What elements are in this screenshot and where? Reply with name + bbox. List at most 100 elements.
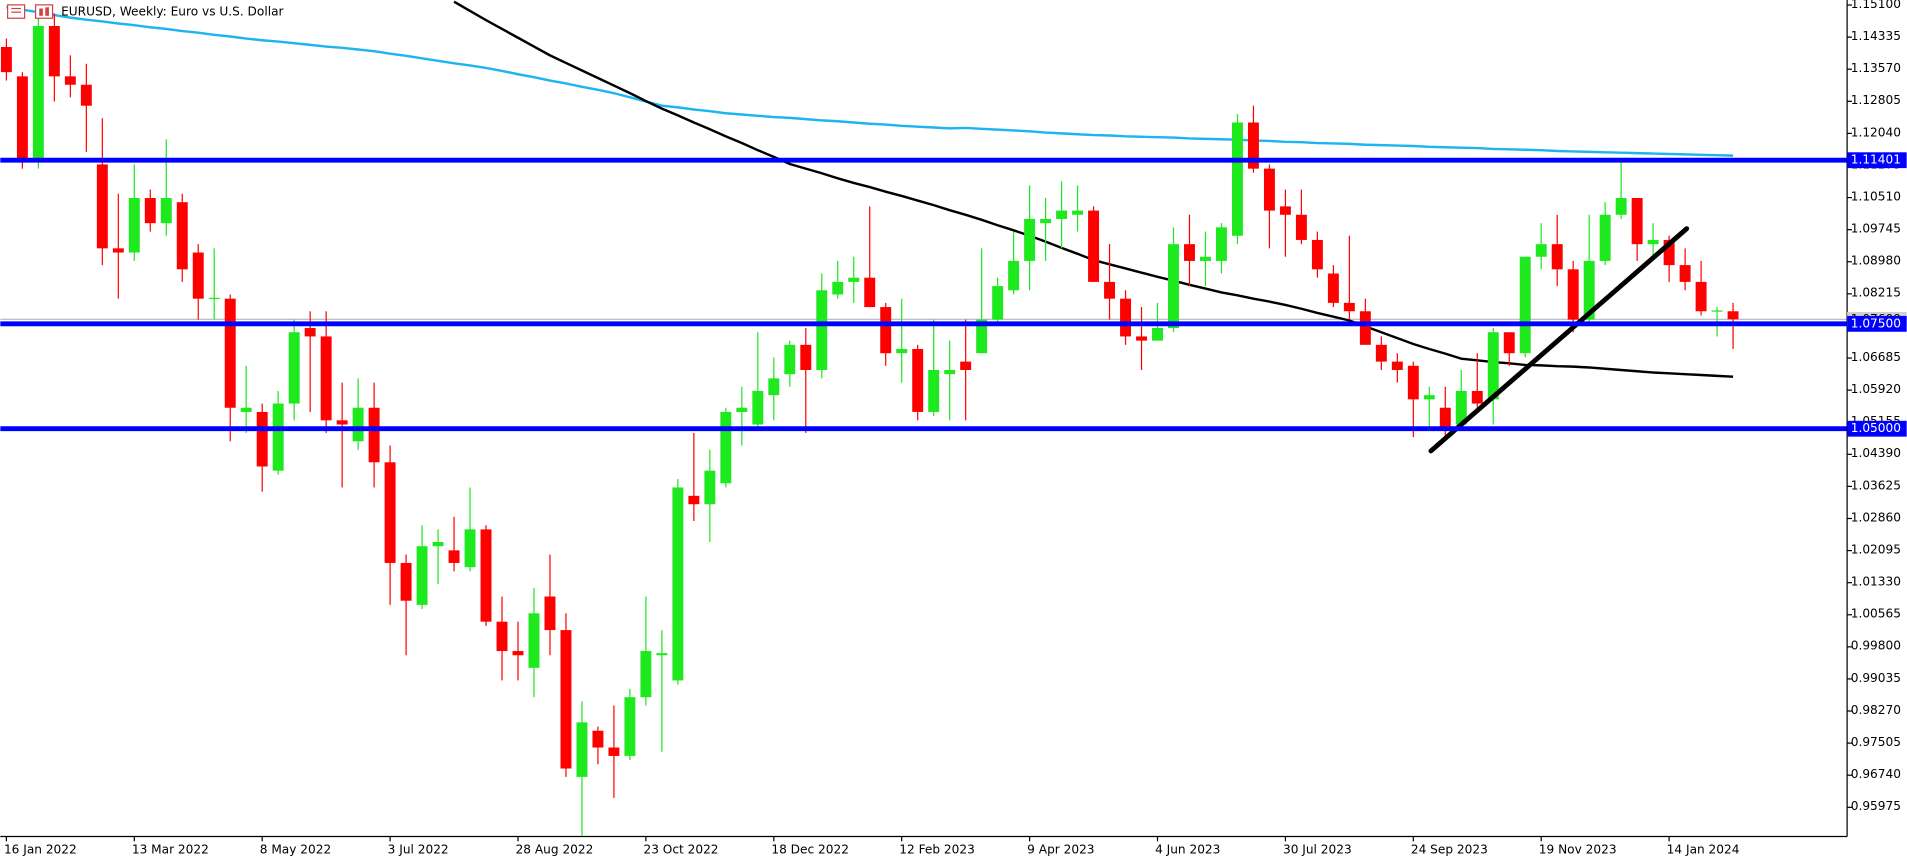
candle-body <box>880 307 892 354</box>
y-tick-label: 1.06685 <box>1851 350 1901 364</box>
candle-body <box>1343 302 1355 312</box>
candle-body <box>1679 265 1691 282</box>
y-tick-label: 1.02860 <box>1851 510 1901 524</box>
candle-body <box>720 411 732 484</box>
candle-body <box>896 349 908 354</box>
level-label: 1.05000 <box>1851 421 1901 435</box>
candle-body <box>1072 210 1084 215</box>
x-tick-label: 23 Oct 2022 <box>643 842 718 856</box>
x-tick-label: 14 Jan 2024 <box>1667 842 1740 856</box>
icon <box>45 7 49 16</box>
y-tick-label: 0.99035 <box>1851 671 1901 685</box>
candle-body <box>432 541 444 547</box>
level-label-box <box>1847 152 1907 169</box>
candle-body <box>1535 244 1547 257</box>
x-tick-label: 4 Jun 2023 <box>1155 842 1220 856</box>
candle-body <box>928 369 940 412</box>
candle-body <box>1008 260 1020 291</box>
candle-body <box>976 319 988 354</box>
x-tick-label: 13 Mar 2022 <box>132 842 209 856</box>
candle-body <box>1311 239 1323 270</box>
candle-body <box>1024 218 1036 261</box>
candle-body <box>368 407 380 463</box>
candle-body <box>256 411 268 467</box>
symbol-icons <box>7 4 54 19</box>
y-tick-label: 0.95975 <box>1851 799 1901 813</box>
candle-body <box>1168 244 1179 329</box>
candle-body <box>1056 210 1068 219</box>
x-tick-label: 18 Dec 2022 <box>771 842 849 856</box>
candle-body <box>1120 298 1132 337</box>
candle-body <box>1104 281 1116 299</box>
candle-body <box>1359 311 1371 345</box>
candle-body <box>1695 281 1707 312</box>
x-tick-label: 3 Jul 2022 <box>388 842 449 856</box>
candle-body <box>960 361 972 370</box>
candle-body <box>1583 260 1595 320</box>
trendline <box>1428 226 1690 454</box>
y-tick-label: 1.00565 <box>1851 607 1901 621</box>
y-tick-label: 0.98270 <box>1851 703 1901 717</box>
candle-body <box>1455 390 1467 425</box>
candle-body <box>288 332 300 404</box>
candle-body <box>160 198 172 224</box>
candle-body <box>80 84 92 106</box>
candle-body <box>96 164 108 249</box>
x-tick-label: 24 Sep 2023 <box>1411 842 1488 856</box>
y-tick-label: 1.09745 <box>1851 222 1901 236</box>
candle-body <box>1663 239 1675 266</box>
y-tick-label: 1.01330 <box>1851 575 1901 589</box>
candle-body <box>1263 168 1275 211</box>
candle-body <box>1439 407 1451 429</box>
candle-body <box>1727 311 1739 320</box>
y-tick-label: 1.05920 <box>1851 382 1901 396</box>
y-tick-label: 0.96740 <box>1851 767 1901 781</box>
candle-body <box>624 697 636 756</box>
candle-body <box>464 529 476 568</box>
candle-body <box>1471 390 1483 404</box>
candle-body <box>112 248 124 253</box>
candle-body <box>1152 328 1163 341</box>
chart-title: EURUSD, Weekly: Euro vs U.S. Dollar <box>61 5 283 19</box>
candle-body <box>1327 273 1339 303</box>
candle-body <box>576 722 588 777</box>
candle-body <box>48 26 60 77</box>
level-label-box <box>1847 315 1907 332</box>
candle-body <box>528 613 540 668</box>
candle-body <box>672 487 684 681</box>
icon <box>39 8 43 16</box>
y-tick-label: 1.02095 <box>1851 542 1901 556</box>
candle-body <box>496 621 508 652</box>
level-label-box <box>1847 420 1907 437</box>
candle-body <box>1295 214 1307 240</box>
candle-body <box>656 653 668 656</box>
candle-body <box>992 286 1004 320</box>
candle-body <box>16 76 28 161</box>
y-tick-label: 1.12040 <box>1851 125 1901 139</box>
candle-body <box>1503 332 1515 354</box>
x-tick-label: 12 Feb 2023 <box>899 842 975 856</box>
candle-body <box>816 290 828 370</box>
candle-body <box>832 281 844 295</box>
y-tick-label: 1.14335 <box>1851 29 1901 43</box>
candle-body <box>304 328 316 337</box>
candle-body <box>384 462 396 563</box>
moving-average <box>6 5 1734 157</box>
candle-body <box>128 198 140 253</box>
candle-body <box>480 529 492 622</box>
y-tick-label: 0.97505 <box>1851 735 1901 749</box>
level-label: 1.07500 <box>1851 316 1901 330</box>
candle-body <box>1551 244 1563 270</box>
candle-body <box>848 277 860 282</box>
y-tick-label: 1.12805 <box>1851 93 1901 107</box>
candle-body <box>1375 344 1387 362</box>
candle-body <box>1136 336 1147 341</box>
x-tick-label: 30 Jul 2023 <box>1283 842 1352 856</box>
candle-body <box>1200 256 1211 261</box>
candle-body <box>0 46 12 73</box>
candle-body <box>768 378 780 396</box>
candle-body <box>448 550 460 563</box>
y-tick-label: 1.04390 <box>1851 446 1901 460</box>
candle-body <box>1279 206 1291 215</box>
